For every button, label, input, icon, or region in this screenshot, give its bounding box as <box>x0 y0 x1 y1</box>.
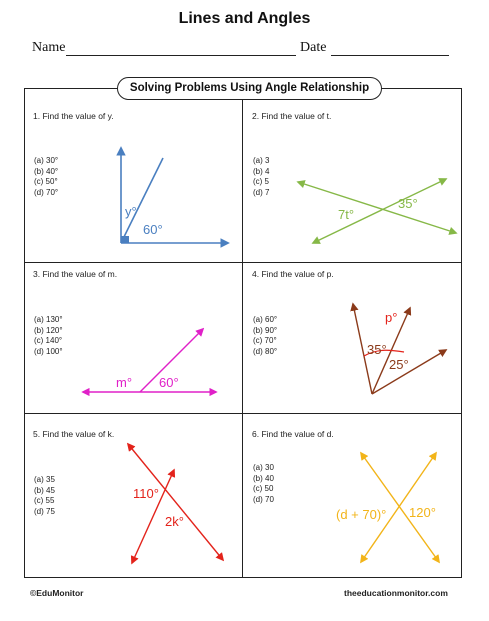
problem-5-option-d[interactable]: (d) 75 <box>34 506 55 516</box>
problem-5-diagram: 110° 2k° <box>126 442 225 565</box>
date-label: Date <box>300 40 327 55</box>
p5-label-2k: 2k° <box>165 514 184 529</box>
problem-1-options: (a) 30° (b) 40° (c) 50° (d) 70° <box>34 156 58 198</box>
problem-1-prompt: 1. Find the value of y. <box>33 111 114 121</box>
p2-line-2 <box>311 178 448 244</box>
problem-4-diagram: p° 35° 25° <box>350 302 448 395</box>
name-field-line[interactable] <box>66 55 296 56</box>
p1-label-60: 60° <box>143 222 163 237</box>
p3-label-m: m° <box>116 375 132 390</box>
problem-2-option-c[interactable]: (c) 5 <box>253 177 269 186</box>
problem-3-option-c[interactable]: (c) 140° <box>34 336 63 345</box>
p3-oblique-ray <box>139 327 205 393</box>
problem-6-option-b[interactable]: (b) 40 <box>253 473 274 483</box>
problem-4-options: (a) 60° (b) 90° (c) 70° (d) 80° <box>253 315 277 357</box>
p4-label-p: p° <box>385 310 397 325</box>
problem-2-option-b[interactable]: (b) 4 <box>253 166 270 176</box>
p2-label-35: 35° <box>398 196 418 211</box>
problem-6-prompt: 6. Find the value of d. <box>252 429 334 439</box>
problem-6-option-c[interactable]: (c) 50 <box>253 484 274 493</box>
problem-5-options: (a) 35 (b) 45 (c) 55 (d) 75 <box>34 475 55 517</box>
p6-label-120: 120° <box>409 505 436 520</box>
p3-label-60: 60° <box>159 375 179 390</box>
footer-website[interactable]: theeducationmonitor.com <box>344 588 448 598</box>
p1-label-y: y° <box>125 204 137 219</box>
p4-arc-outer <box>363 349 405 357</box>
p2-line-1 <box>296 180 458 235</box>
p1-oblique-ray <box>120 157 164 244</box>
problem-1-option-a[interactable]: (a) 30° <box>34 156 59 165</box>
problem-6-option-d[interactable]: (d) 70 <box>253 494 274 504</box>
problem-3-option-d[interactable]: (d) 100° <box>34 346 63 356</box>
problem-4-option-d[interactable]: (d) 80° <box>253 346 278 356</box>
problem-3-option-b[interactable]: (b) 120° <box>34 325 63 335</box>
problem-2-options: (a) 3 (b) 4 (c) 5 (d) 7 <box>253 156 269 198</box>
p5-line-2 <box>130 468 176 565</box>
problem-2-diagram: 7t° 35° <box>296 178 458 244</box>
problem-6-options: (a) 30 (b) 40 (c) 50 (d) 70 <box>253 463 274 505</box>
problem-3-prompt: 3. Find the value of m. <box>33 269 118 279</box>
grid-divider-vertical <box>242 88 243 578</box>
footer-copyright: ©EduMonitor <box>30 588 84 598</box>
problem-4-option-c[interactable]: (c) 70° <box>253 336 277 345</box>
problem-1-option-d[interactable]: (d) 70° <box>34 187 59 197</box>
name-label: Name <box>32 40 66 55</box>
problem-4-option-a[interactable]: (a) 60° <box>253 315 278 324</box>
problem-6-diagram: (d + 70)° 120° <box>336 451 440 564</box>
grid-divider-row1 <box>24 262 462 263</box>
p4-ray-3 <box>371 349 448 395</box>
p6-line-2 <box>360 451 437 564</box>
p4-ray-2 <box>371 306 412 395</box>
problem-1-option-c[interactable]: (c) 50° <box>34 177 58 186</box>
date-field-line[interactable] <box>331 55 449 56</box>
problem-5-prompt: 5. Find the value of k. <box>33 429 115 439</box>
problem-4-option-b[interactable]: (b) 90° <box>253 325 278 335</box>
p5-label-110: 110° <box>133 486 159 501</box>
p5-line-1 <box>126 442 225 562</box>
problem-3-diagram: m° 60° <box>81 327 218 397</box>
section-banner: Solving Problems Using Angle Relationshi… <box>117 77 382 100</box>
p4-label-35: 35° <box>367 342 387 357</box>
problem-6-option-a[interactable]: (a) 30 <box>253 463 274 472</box>
problem-1-option-b[interactable]: (b) 40° <box>34 166 59 176</box>
p4-ray-1 <box>350 302 373 395</box>
p1-right-angle-mark <box>121 236 129 243</box>
problem-2-option-d[interactable]: (d) 7 <box>253 187 270 197</box>
problem-3-option-a[interactable]: (a) 130° <box>34 315 63 324</box>
p6-label-d70: (d + 70)° <box>336 507 386 522</box>
problem-3-options: (a) 130° (b) 120° (c) 140° (d) 100° <box>34 315 63 357</box>
problem-2-prompt: 2. Find the value of t. <box>252 111 332 121</box>
problem-5-option-c[interactable]: (c) 55 <box>34 496 55 505</box>
page-title: Lines and Angles <box>178 10 311 27</box>
p4-label-25: 25° <box>389 357 409 372</box>
problem-2-option-a[interactable]: (a) 3 <box>253 156 270 165</box>
p2-label-7t: 7t° <box>338 207 354 222</box>
problem-5-option-b[interactable]: (b) 45 <box>34 485 55 495</box>
grid-divider-row2 <box>24 413 462 414</box>
problem-4-prompt: 4. Find the value of p. <box>252 269 334 279</box>
problem-5-option-a[interactable]: (a) 35 <box>34 475 55 484</box>
problem-1-diagram: y° 60° <box>116 146 230 248</box>
